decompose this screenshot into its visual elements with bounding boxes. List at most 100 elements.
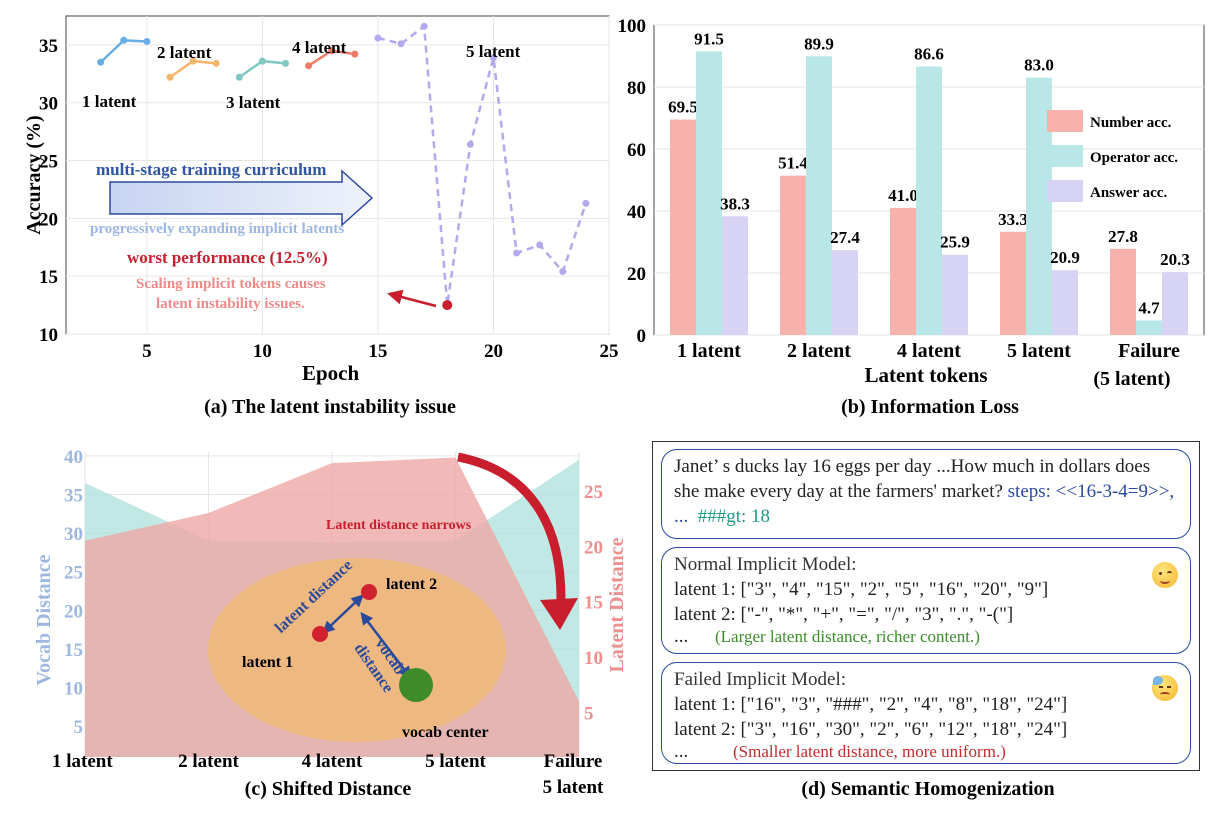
- a-label-4-latent: 4 latent: [292, 38, 347, 57]
- b-legend-label: Answer acc.: [1090, 185, 1167, 201]
- a-series-point: [305, 62, 313, 70]
- b-bar: [780, 175, 806, 335]
- c-ytick-left: 35: [64, 485, 83, 506]
- c-ytick-left: 25: [64, 563, 83, 584]
- a-ytick-label: 20: [39, 209, 58, 230]
- b-ytick-label: 20: [627, 264, 646, 285]
- normal-note: (Larger latent distance, richer content.…: [715, 627, 980, 646]
- b-bar-value-label: 33.3: [998, 210, 1028, 229]
- latent-distance-arrow: [322, 594, 364, 634]
- expanding-latents-label: progressively expanding implicit latents: [90, 221, 344, 237]
- question-box: Janet’ s ducks lay 16 eggs per day ...Ho…: [661, 449, 1191, 539]
- a-series-point: [420, 22, 428, 30]
- b-bar-value-label: 91.5: [694, 29, 724, 48]
- b-legend-label: Number acc.: [1090, 115, 1172, 131]
- b-bar-value-label: 38.3: [720, 194, 750, 213]
- c-category-label: 2 latent: [178, 751, 239, 772]
- steps-text: steps: <<16-3-4=9>>, ...: [674, 481, 1175, 527]
- a-series-point: [258, 57, 266, 65]
- b-bar: [722, 216, 748, 335]
- a-ytick-label: 30: [39, 94, 58, 115]
- b-bar: [1136, 320, 1162, 335]
- c-category-label: 1 latent: [52, 751, 113, 772]
- a-xlabel: Epoch: [302, 361, 360, 385]
- a-ytick-label: 25: [39, 152, 58, 173]
- failed-latent-2: latent 2: ["3", "16", "30", "2", "6", "1…: [674, 719, 1068, 740]
- question-text: Janet’ s ducks lay 16 eggs per day ...Ho…: [674, 456, 1151, 502]
- worst-performance-point: [442, 300, 453, 311]
- b-bar: [1052, 270, 1078, 335]
- b-bar: [832, 250, 858, 335]
- b-category-label: 4 latent: [897, 340, 961, 362]
- failed-note: (Smaller latent distance, more uniform.): [733, 742, 1006, 761]
- b-bar-value-label: 20.9: [1050, 248, 1080, 267]
- a-series-point: [235, 73, 243, 81]
- c-category-label: Failure: [544, 751, 603, 772]
- c-ytick-right: 20: [584, 537, 603, 558]
- normal-model-header: Normal Implicit Model:: [674, 554, 857, 575]
- a-series-point: [489, 54, 497, 62]
- b-legend-swatch: [1047, 110, 1083, 132]
- b-bar-value-label: 4.7: [1138, 298, 1160, 317]
- a-series-point: [397, 40, 405, 48]
- b-bar-value-label: 69.5: [668, 98, 698, 117]
- a-series-point: [466, 140, 474, 148]
- b-bar-value-label: 41.0: [888, 186, 918, 205]
- instability-note-line1: Scaling implicit tokens causes: [136, 276, 326, 292]
- b-ytick-label: 0: [637, 326, 647, 347]
- a-xtick-label: 25: [600, 341, 619, 362]
- narrowing-arrow-head: [540, 598, 578, 630]
- a-label-3-latent: 3 latent: [226, 93, 281, 112]
- d-caption: (d) Semantic Homogenization: [801, 778, 1054, 800]
- b-bar: [806, 56, 832, 336]
- latent-2-label: latent 2: [386, 576, 437, 593]
- a-label-1-latent: 1 latent: [82, 92, 137, 111]
- a-xtick-label: 5: [142, 341, 152, 362]
- failed-latent-1: latent 1: ["16", "3", "###", "2", "4", "…: [674, 694, 1068, 715]
- a-caption: (a) The latent instability issue: [204, 396, 456, 418]
- b-bar-value-label: 51.4: [778, 154, 808, 173]
- a-xtick-label: 20: [484, 341, 503, 362]
- b-bar: [696, 51, 722, 335]
- a-label-2-latent: 2 latent: [157, 43, 212, 62]
- c-ylabel-right: Latent Distance: [606, 537, 628, 672]
- vocab-distance-arrow: [360, 612, 412, 679]
- a-series-point: [189, 57, 197, 65]
- a-series-point: [120, 36, 128, 44]
- c-caption: (c) Shifted Distance: [245, 778, 412, 800]
- c-ytick-right: 25: [584, 482, 603, 503]
- a-series-point: [351, 50, 359, 58]
- b-xlabel: Latent tokens: [864, 363, 987, 387]
- curriculum-arrow-shape: [109, 169, 374, 227]
- c-ylabel-left: Vocab Distance: [33, 554, 55, 685]
- latent-1-point: [312, 626, 328, 642]
- a-ytick-label: 10: [39, 325, 58, 346]
- c-ytick-right: 15: [584, 593, 603, 614]
- b-bar: [670, 119, 696, 335]
- b-bar: [1110, 248, 1136, 335]
- a-series-point: [536, 241, 544, 249]
- vocab-center-point: [399, 668, 433, 702]
- b-legend-swatch: [1047, 180, 1083, 202]
- gt-text: ###gt: 18: [697, 506, 771, 527]
- c-ytick-left: 40: [64, 447, 83, 468]
- a-ytick-label: 35: [39, 36, 58, 57]
- c-ytick-right: 5: [584, 704, 594, 725]
- b-bar-value-label: 83.0: [1024, 56, 1054, 75]
- c-ytick-left: 10: [64, 679, 83, 700]
- c-ytick-left: 15: [64, 640, 83, 661]
- a-series-line: [377, 24, 588, 306]
- b-ytick-label: 80: [627, 78, 646, 99]
- b-category-label: 2 latent: [787, 340, 851, 362]
- c-ytick-left: 5: [74, 717, 84, 738]
- c-category-sub: 5 latent: [543, 777, 604, 798]
- b-bar: [1162, 272, 1188, 335]
- worst-performance-label: worst performance (12.5%): [127, 248, 328, 267]
- a-series-point: [166, 73, 174, 81]
- vocab-region-ellipse: [208, 558, 506, 742]
- b-ytick-label: 100: [618, 16, 647, 37]
- a-series-point: [513, 249, 521, 257]
- panel-c-area-chart: 5 10 15 20 25 30 35 40 5 10 15 20 25 1 latent 2 latent…: [33, 447, 628, 800]
- b-category-label: Failure: [1118, 340, 1180, 362]
